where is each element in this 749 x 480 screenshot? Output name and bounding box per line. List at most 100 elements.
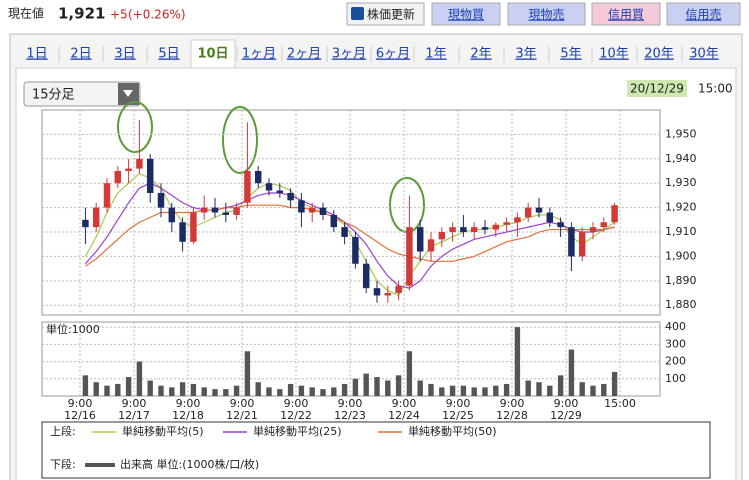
legend-label: 単純移動平均(25) — [253, 424, 342, 438]
x-tick-time: 9:00 — [176, 397, 201, 410]
volume-bar — [298, 385, 305, 396]
tab[interactable]: 30年 — [689, 47, 719, 62]
x-tick-date: 12/25 — [442, 409, 474, 422]
candle-body — [200, 207, 208, 213]
volume-bar — [158, 385, 164, 396]
tab[interactable]: 2日 — [70, 47, 91, 62]
volume-bar — [201, 387, 207, 396]
x-tick-time: 9:00 — [392, 397, 417, 410]
candle-body — [546, 212, 554, 223]
volume-plot — [41, 321, 661, 397]
button[interactable] — [666, 2, 741, 26]
volume-bar — [514, 327, 521, 396]
volume-bar — [287, 383, 294, 396]
x-tick-time: 9:00 — [122, 397, 147, 410]
tab[interactable]: 1日 — [26, 47, 47, 62]
x-tick-date: 12/28 — [496, 409, 528, 422]
candle-body — [168, 207, 176, 223]
x-tick-date: 12/16 — [64, 409, 96, 422]
candle-body — [82, 219, 89, 228]
volume-bar — [568, 349, 575, 396]
button[interactable] — [507, 2, 586, 26]
y-tick-label: 1,910 — [665, 225, 697, 238]
annotation-circle — [222, 106, 258, 174]
volume-bar — [104, 385, 110, 396]
tab[interactable]: 20年 — [644, 47, 674, 62]
volume-bar — [93, 382, 99, 396]
x-tick-time: 9:00 — [500, 397, 525, 410]
volume-bar — [428, 383, 434, 396]
volume-bar — [223, 389, 229, 396]
candle-body — [373, 288, 381, 296]
button-label: 信用売 — [685, 7, 721, 22]
volume-bar — [190, 383, 197, 396]
y-tick-label: 1,890 — [665, 274, 697, 287]
volume-bar — [536, 382, 542, 396]
button[interactable] — [431, 2, 501, 26]
candle-body — [330, 214, 338, 228]
candle-body — [460, 227, 467, 233]
candle-body — [524, 207, 532, 218]
tab[interactable]: 10年 — [599, 47, 629, 62]
candle-body — [179, 222, 186, 242]
tab[interactable]: 2年 — [470, 47, 491, 62]
candle-body — [157, 192, 165, 208]
interval-select[interactable] — [23, 81, 141, 107]
x-tick-time: 9:00 — [230, 397, 255, 410]
candle-body — [265, 183, 273, 191]
volume-bar — [147, 380, 153, 396]
change: +5 — [110, 8, 128, 22]
candle-body — [103, 183, 111, 208]
x-tick-time: 9:00 — [284, 397, 309, 410]
candle-body — [92, 207, 100, 228]
volume-bar — [136, 361, 143, 396]
candle-body — [589, 227, 597, 233]
price: 1,921 — [58, 5, 105, 23]
y-tick-label: 1,940 — [665, 152, 697, 165]
price-plot — [41, 109, 661, 316]
button[interactable] — [346, 2, 425, 26]
y-tick-label: 1,920 — [665, 201, 697, 214]
candle-body — [233, 207, 240, 215]
tab[interactable]: 5年 — [560, 47, 581, 62]
tab[interactable]: 10日 — [197, 47, 228, 62]
tab[interactable]: 3年 — [515, 47, 536, 62]
y-tick-label: 1,930 — [665, 176, 697, 189]
x-tick-date: 12/21 — [226, 409, 258, 422]
tab[interactable]: 3日 — [114, 47, 135, 62]
volume-bar — [493, 385, 499, 396]
volume-bar — [82, 375, 89, 396]
tab[interactable]: 2ヶ月 — [287, 47, 321, 62]
volume-bar — [320, 389, 326, 396]
candle-body — [352, 236, 359, 264]
candle-body — [341, 227, 348, 237]
x-tick-time: 9:00 — [68, 397, 93, 410]
candle-body — [222, 212, 230, 215]
volume-bar — [115, 383, 121, 396]
volume-bar — [212, 389, 218, 396]
tab[interactable]: 6ヶ月 — [376, 47, 410, 62]
button-label: 株価更新 — [367, 7, 415, 22]
volume-bar — [179, 382, 186, 396]
tab[interactable]: 1年 — [425, 47, 446, 62]
legend-label: 単純移動平均(50) — [408, 424, 497, 438]
candle-body — [146, 158, 154, 193]
tab[interactable]: 5日 — [158, 47, 179, 62]
candle-body — [406, 227, 413, 286]
volume-bar — [341, 383, 348, 396]
candle-body — [514, 217, 521, 223]
button[interactable] — [591, 2, 661, 26]
candle-body — [438, 232, 446, 240]
unit-label: 単位:1000 — [46, 322, 100, 336]
volume-bar — [525, 380, 531, 396]
button-label: 信用買 — [608, 8, 644, 22]
candle-body — [535, 207, 543, 213]
volume-bar — [385, 380, 391, 396]
tab[interactable]: 3ヶ月 — [332, 47, 366, 62]
y-tick-label: 1,880 — [665, 298, 697, 311]
volume-bar — [277, 389, 283, 396]
volume-bar — [601, 383, 607, 396]
button-label: 現物買 — [448, 8, 484, 22]
tab[interactable]: 1ヶ月 — [242, 47, 276, 62]
